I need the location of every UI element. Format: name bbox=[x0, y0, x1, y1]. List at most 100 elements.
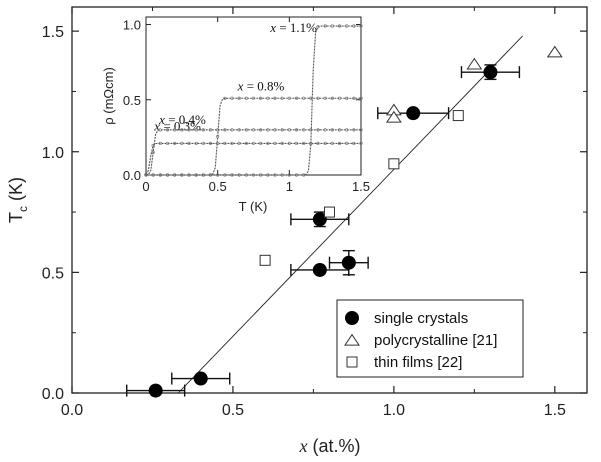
inset-x-tick-label: 1 bbox=[286, 179, 293, 194]
inset-curve-marker bbox=[158, 173, 162, 177]
inset-curve-marker bbox=[230, 128, 234, 132]
inset-curve-marker bbox=[180, 128, 184, 132]
inset-curve-marker bbox=[302, 141, 306, 145]
inset-curve-marker bbox=[223, 141, 227, 145]
data-point-single-crystal bbox=[406, 106, 421, 121]
inset-curve-marker bbox=[259, 141, 263, 145]
data-point-single-crystal bbox=[483, 65, 498, 80]
inset-curve-marker bbox=[273, 141, 277, 145]
inset-plot: 0 0.5 1 1.50.00.51.0 x = 0.3%x = 0.4%x = 0.… bbox=[101, 16, 370, 214]
inset-curve-marker bbox=[287, 141, 291, 145]
x-axis-title: x (at.%) bbox=[298, 436, 360, 456]
main-axes: 0.0 0.5 1.0 1.5 0.0 0.5 1.0 1.5 bbox=[42, 7, 587, 419]
inset-curve-marker bbox=[180, 173, 184, 177]
inset-curve-marker bbox=[266, 173, 270, 177]
inset-curve-marker bbox=[294, 96, 299, 100]
inset-curve-marker bbox=[244, 173, 248, 177]
legend-marker-circle bbox=[345, 311, 359, 325]
inset-curve-marker bbox=[173, 173, 177, 177]
inset-curve-marker bbox=[237, 96, 241, 100]
inset-curve-marker bbox=[194, 141, 198, 145]
legend-box bbox=[336, 299, 524, 378]
inset-curve-marker bbox=[144, 173, 148, 177]
x-tick-label: 0.5 bbox=[222, 402, 244, 419]
inset-curve-marker bbox=[323, 128, 327, 132]
data-point-single-crystal bbox=[148, 383, 163, 398]
data-point-single-crystal bbox=[312, 262, 327, 277]
inset-curve-marker bbox=[244, 96, 248, 100]
data-point-thin-film bbox=[452, 110, 464, 122]
inset-curve-marker bbox=[173, 128, 177, 132]
inset-axes: 0 0.5 1 1.5 0.0 0.5 1.0 bbox=[123, 17, 370, 194]
inset-curve-marker bbox=[345, 24, 349, 28]
inset-curve-marker bbox=[352, 128, 356, 132]
inset-curve-marker bbox=[337, 141, 342, 145]
inset-curve-marker bbox=[359, 24, 363, 28]
inset-curve-marker bbox=[323, 96, 327, 100]
data-point-polycrystalline bbox=[546, 45, 563, 58]
inset-curve-marker bbox=[316, 25, 320, 29]
inset-curve-marker bbox=[251, 128, 256, 132]
inset-curve-marker bbox=[294, 173, 299, 177]
inset-curve-marker bbox=[337, 128, 342, 132]
inset-y-tick-label: 1.0 bbox=[123, 18, 141, 33]
inset-curve bbox=[146, 25, 361, 176]
inset-curve-marker bbox=[151, 150, 155, 155]
inset-curve-marker bbox=[345, 141, 349, 145]
legend-label: thin films [22] bbox=[374, 354, 462, 371]
inset-curve-marker bbox=[216, 135, 220, 139]
data-point-polycrystalline bbox=[385, 110, 402, 123]
inset-curve-marker bbox=[230, 96, 234, 100]
data-point-polycrystalline bbox=[466, 57, 483, 70]
inset-curve-marker bbox=[216, 128, 220, 132]
inset-curve-marker bbox=[173, 141, 177, 145]
inset-y-axis-title: ρ (mΩcm) bbox=[101, 67, 116, 125]
plot-frame bbox=[71, 6, 588, 394]
inset-frame bbox=[145, 16, 362, 176]
data-point-single-crystal bbox=[341, 255, 356, 270]
inset-curve-marker bbox=[208, 141, 213, 145]
y-tick-label: 1.5 bbox=[42, 24, 64, 41]
inset-x-axis-title: T (K) bbox=[239, 199, 268, 214]
inset-curve-marker bbox=[151, 143, 155, 148]
series-layer bbox=[126, 45, 563, 398]
inset-curve-marker bbox=[352, 24, 356, 28]
inset-x-tick-label: 0 bbox=[142, 179, 149, 194]
inset-curve-marker bbox=[316, 96, 320, 100]
inset-curves: x = 0.3%x = 0.4%x = 0.8%x = 1.1% bbox=[144, 20, 363, 177]
inset-curve-marker bbox=[280, 141, 284, 145]
data-point-thin-film bbox=[259, 254, 271, 266]
inset-curve-marker bbox=[309, 142, 313, 146]
inset-curve bbox=[145, 142, 361, 175]
inset-curve-marker bbox=[187, 128, 191, 132]
inset-curve-marker bbox=[251, 173, 256, 177]
inset-curve-marker bbox=[323, 24, 327, 28]
inset-curve-marker bbox=[223, 128, 227, 132]
inset-curve-label: x = 0.4% bbox=[158, 112, 206, 127]
inset-curve-marker bbox=[237, 128, 241, 132]
inset-curve-marker bbox=[302, 96, 306, 100]
inset-curve-marker bbox=[287, 128, 291, 132]
inset-curve-marker bbox=[208, 128, 213, 132]
data-point-thin-film bbox=[388, 158, 400, 170]
inset-curve-marker bbox=[287, 96, 291, 100]
inset-x-tick-label: 1.5 bbox=[352, 179, 370, 194]
inset-curve-marker bbox=[352, 141, 356, 145]
inset-curve-marker bbox=[273, 173, 277, 177]
inset-curve-marker bbox=[294, 128, 299, 132]
inset-curve-marker bbox=[251, 141, 256, 145]
y-tick-label: 1.0 bbox=[42, 145, 64, 162]
inset-curve-marker bbox=[208, 173, 213, 177]
inset-curve bbox=[145, 129, 361, 176]
legend-label: single crystals bbox=[374, 310, 468, 327]
inset-curve-marker bbox=[323, 141, 327, 145]
x-tick-label: 1.0 bbox=[383, 402, 405, 419]
inset-curve-marker bbox=[316, 128, 320, 132]
legend-marker-triangle bbox=[344, 333, 360, 346]
inset-curve-marker bbox=[180, 141, 184, 145]
inset-curve-marker bbox=[244, 128, 248, 132]
inset-curve-marker bbox=[302, 128, 306, 132]
inset-curve-marker bbox=[230, 141, 234, 145]
y-tick-label: 0.0 bbox=[42, 386, 64, 403]
